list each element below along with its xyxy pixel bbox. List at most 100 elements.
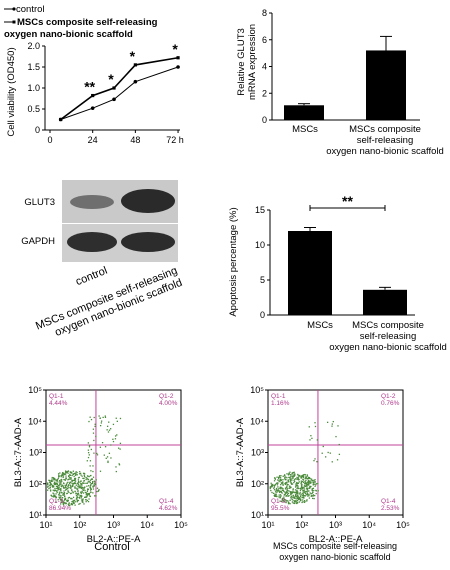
flow-event — [60, 503, 62, 505]
flow-event — [80, 497, 82, 499]
flow-event — [62, 504, 65, 506]
flow-event — [55, 485, 58, 488]
viability-line-control — [60, 66, 179, 120]
flow-event — [279, 494, 282, 496]
flow-event — [89, 481, 91, 483]
flow-event — [295, 483, 297, 485]
flow-event — [306, 475, 309, 477]
flow-event — [66, 492, 68, 494]
flow-event — [74, 482, 76, 485]
flow-event — [68, 486, 70, 489]
flow-event — [90, 488, 92, 490]
flow-event — [292, 475, 294, 477]
flow-event — [290, 491, 292, 494]
flow-event — [290, 490, 292, 493]
flow-event — [309, 477, 311, 480]
flow-event — [96, 452, 98, 455]
flow-event — [90, 448, 92, 451]
flow-event — [304, 480, 306, 483]
flow-event — [278, 490, 280, 492]
flow-event — [58, 497, 61, 499]
flow-event — [279, 478, 282, 481]
flow-event — [292, 488, 294, 490]
flow-event — [285, 479, 287, 481]
flow-event — [62, 476, 64, 478]
flow-event — [60, 475, 62, 477]
flow-event — [74, 486, 76, 488]
flow-event — [312, 497, 314, 500]
flow-event — [296, 493, 298, 495]
flow-event — [88, 446, 91, 448]
viability-x-tick-label: 48 — [130, 135, 140, 145]
flow-event — [308, 495, 310, 497]
flow-event — [291, 492, 293, 494]
flow-event — [302, 479, 305, 481]
flow-event — [302, 501, 304, 503]
flow-event — [64, 497, 67, 500]
flow-event — [312, 487, 315, 489]
flow-event — [83, 496, 86, 498]
flow-event — [88, 420, 90, 423]
flow-event — [313, 480, 316, 482]
flow-event — [115, 466, 117, 468]
viability-y-tick-label: 0.5 — [27, 104, 40, 114]
flow-event — [311, 489, 313, 491]
flow-event — [298, 476, 300, 478]
flow-y-tick-label: 10² — [29, 479, 42, 489]
flow-event — [302, 487, 305, 489]
flow-event — [85, 482, 87, 484]
flow-event — [60, 496, 62, 498]
flow-event — [295, 486, 297, 488]
flow-event — [64, 496, 66, 498]
flow-event — [302, 494, 304, 496]
viability-point-control — [112, 97, 116, 102]
flow-event — [81, 486, 84, 489]
flow-event — [54, 482, 56, 484]
flow-event — [282, 484, 284, 486]
flow-event — [284, 477, 286, 480]
bar-2 — [366, 50, 406, 121]
flow-event — [279, 497, 281, 499]
flow-event — [306, 493, 309, 496]
flow-event — [87, 475, 89, 477]
flow-event — [53, 493, 55, 495]
flow-event — [282, 499, 284, 502]
flow-event — [286, 492, 288, 494]
flow-event — [68, 484, 70, 486]
flow-event — [278, 477, 280, 480]
flow-event — [271, 483, 274, 486]
flow-event — [94, 481, 96, 483]
flow-event — [95, 479, 97, 481]
flow-event — [65, 488, 67, 490]
flow-event — [270, 482, 272, 484]
flow-event — [332, 420, 334, 423]
flow-event — [88, 485, 90, 487]
flow-event — [57, 487, 59, 490]
glut3-cat-1: MSCs — [292, 124, 318, 135]
flow-event — [70, 485, 72, 487]
flow-event — [58, 488, 60, 491]
flow-event — [90, 482, 93, 485]
flow-event — [50, 483, 53, 485]
flow-event — [295, 477, 297, 480]
flow-event — [310, 435, 312, 437]
flow-event — [79, 485, 82, 487]
flow-event — [287, 492, 290, 495]
flow-event — [312, 483, 315, 485]
flow-event — [51, 478, 53, 480]
flow-event — [312, 491, 314, 493]
flow-event — [293, 496, 296, 498]
flow-event — [110, 457, 112, 459]
flow-event — [289, 486, 291, 489]
viability-significance: * — [130, 48, 136, 64]
legend-control-marker — [12, 7, 16, 11]
flow-event — [81, 484, 83, 486]
flow-event — [68, 504, 70, 507]
flow-event — [65, 473, 67, 475]
flow-event — [270, 489, 272, 492]
flow-event — [275, 494, 277, 497]
flow-event — [72, 470, 75, 472]
flow-event — [73, 502, 75, 504]
flow-event — [67, 479, 69, 481]
flow-event — [292, 491, 295, 493]
